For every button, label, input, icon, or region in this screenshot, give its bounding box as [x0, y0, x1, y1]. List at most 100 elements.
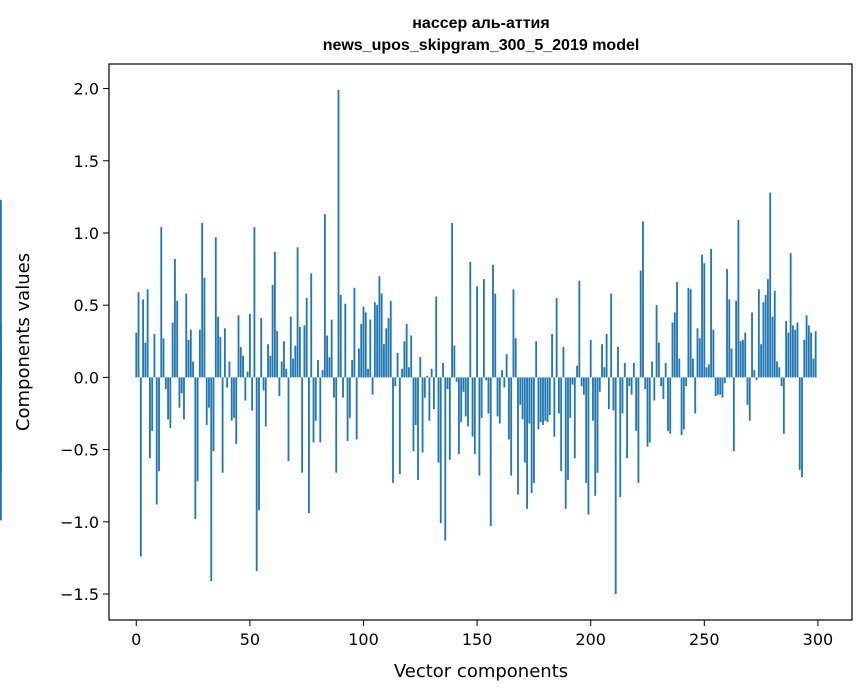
bar — [380, 293, 383, 378]
bar — [487, 377, 490, 414]
x-axis-label: Vector components — [394, 661, 568, 682]
bar — [655, 305, 658, 378]
bar — [553, 377, 556, 437]
bar — [389, 300, 392, 378]
bar — [151, 377, 154, 431]
bar — [598, 377, 601, 392]
bar — [664, 362, 667, 378]
bar — [671, 322, 674, 378]
bar — [251, 377, 254, 411]
bar — [642, 221, 644, 378]
bar — [732, 377, 735, 452]
bar — [798, 377, 801, 470]
bar — [621, 377, 624, 414]
bar — [258, 377, 260, 511]
bar — [464, 377, 467, 417]
bar — [212, 377, 215, 452]
bar — [669, 377, 672, 434]
bar — [180, 377, 183, 394]
bar — [428, 377, 431, 421]
bar — [562, 347, 565, 378]
bar — [269, 355, 272, 378]
bar — [360, 323, 363, 378]
bar — [453, 345, 456, 378]
bar — [801, 377, 803, 478]
bar — [255, 377, 258, 571]
bar — [771, 316, 774, 378]
bar — [605, 334, 608, 378]
bar — [653, 377, 656, 401]
bar — [748, 377, 751, 421]
bar — [739, 341, 742, 378]
bar — [601, 344, 603, 378]
bar — [335, 377, 338, 473]
bar — [571, 377, 574, 385]
bar — [648, 377, 651, 443]
bar — [308, 377, 310, 514]
bar — [355, 377, 358, 440]
bar — [412, 377, 415, 452]
bar — [273, 251, 276, 378]
bar — [410, 335, 413, 378]
bar — [617, 347, 619, 378]
bar — [392, 377, 394, 483]
bar — [587, 377, 590, 515]
bar — [378, 276, 381, 378]
bar — [814, 331, 817, 378]
bar — [373, 302, 376, 378]
bar — [760, 344, 763, 378]
bar — [607, 377, 610, 410]
bar — [787, 332, 790, 378]
bar — [433, 377, 435, 410]
bar — [348, 377, 351, 418]
bar — [396, 352, 399, 378]
bar — [585, 377, 588, 483]
bar — [217, 316, 219, 378]
bar — [203, 277, 206, 378]
bar — [753, 370, 756, 378]
bar — [458, 377, 460, 454]
bar — [689, 289, 692, 378]
bar — [137, 292, 140, 378]
bar — [142, 299, 144, 378]
bar — [528, 377, 531, 424]
bar — [792, 325, 794, 378]
y-axis-label: Components values — [13, 253, 34, 431]
bar — [160, 227, 163, 378]
bar — [469, 261, 472, 378]
bar — [537, 377, 540, 430]
bar — [408, 367, 410, 378]
bar — [237, 315, 240, 378]
bar — [442, 362, 444, 378]
bar — [278, 377, 281, 397]
bar — [153, 334, 156, 378]
bar — [296, 247, 299, 378]
bar — [751, 312, 753, 378]
bar — [542, 377, 544, 426]
bar — [451, 222, 454, 378]
bar — [385, 328, 388, 378]
bar — [223, 328, 226, 378]
y-tick-label: 1.5 — [74, 152, 99, 171]
bar — [167, 377, 169, 420]
bar — [626, 377, 628, 459]
bar — [439, 377, 442, 524]
bar — [560, 377, 563, 472]
bar — [437, 377, 440, 463]
bar — [498, 377, 501, 424]
bar — [762, 302, 765, 378]
bar — [746, 377, 749, 405]
bar — [505, 354, 508, 378]
bar — [782, 377, 785, 434]
y-tick-label: 0.0 — [74, 368, 99, 387]
bar — [614, 377, 617, 594]
bar — [189, 329, 192, 378]
bar — [735, 300, 738, 378]
bar — [628, 377, 631, 387]
bar — [805, 315, 808, 378]
bar — [657, 342, 660, 378]
bar — [192, 361, 194, 378]
bar — [371, 377, 374, 395]
bar — [405, 323, 408, 378]
bar — [773, 290, 776, 378]
